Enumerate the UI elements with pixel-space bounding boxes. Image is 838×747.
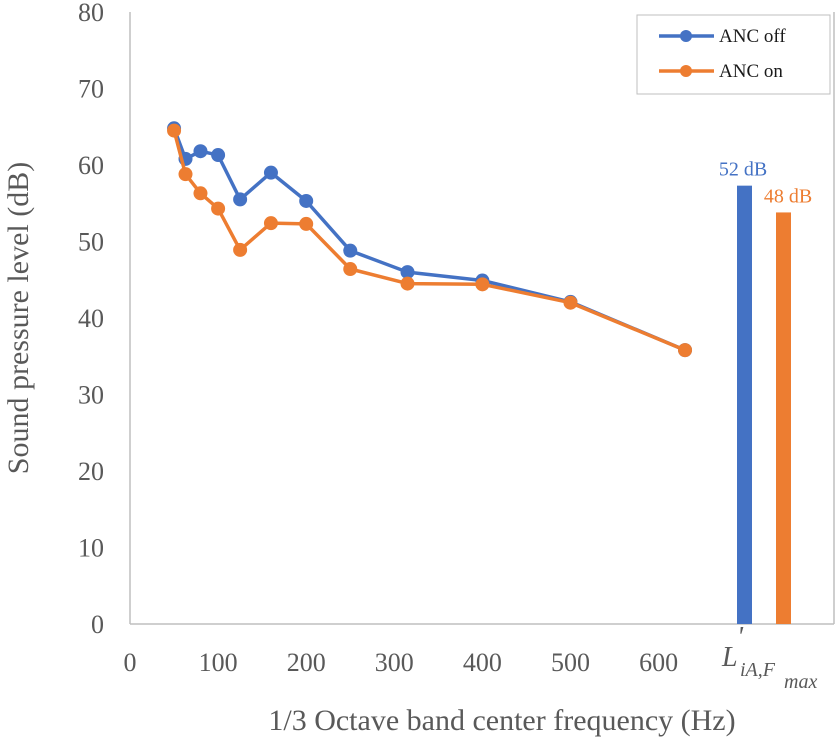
series-layer xyxy=(167,121,693,358)
data-point xyxy=(263,216,278,231)
y-tick-label: 60 xyxy=(78,151,104,180)
data-point xyxy=(400,265,415,280)
overall-bar xyxy=(737,185,752,624)
y-tick-label: 10 xyxy=(78,534,104,563)
y-tick-label: 0 xyxy=(91,610,104,639)
legend-label-anc-off: ANC off xyxy=(719,26,786,47)
data-point xyxy=(263,165,278,180)
y-axis-title: Sound pressure level (dB) xyxy=(2,162,35,474)
y-tick-label: 40 xyxy=(78,304,104,333)
data-point xyxy=(211,201,226,216)
legend-marker-anc-on xyxy=(680,65,692,77)
x-tick-label: 200 xyxy=(287,648,326,677)
overall-level-prime: ' xyxy=(737,622,744,653)
data-point xyxy=(193,144,208,159)
data-point xyxy=(343,262,358,277)
x-tick-label: 0 xyxy=(124,648,137,677)
data-point xyxy=(167,123,182,138)
data-point xyxy=(299,193,314,208)
overall-level-bars: 52 dB 48 dB xyxy=(719,159,812,624)
overall-level-symbol: L xyxy=(721,642,738,673)
legend: ANC off ANC on xyxy=(636,14,831,95)
data-point xyxy=(563,295,578,310)
x-tick-label: 500 xyxy=(551,648,590,677)
series-anc-on xyxy=(167,123,693,358)
y-tick-label: 50 xyxy=(78,228,104,257)
legend-marker-anc-off xyxy=(680,30,692,42)
x-tick-label: 100 xyxy=(199,648,238,677)
data-point xyxy=(193,186,208,201)
x-axis-title: 1/3 Octave band center frequency (Hz) xyxy=(268,704,735,737)
x-tick-label: 600 xyxy=(639,648,678,677)
y-tick-label: 80 xyxy=(78,0,104,27)
overall-level-subscript: iA,F xyxy=(740,659,776,681)
overall-bar-label: 52 dB xyxy=(719,159,767,181)
overall-level-subsubscript: max xyxy=(784,671,817,693)
y-tick-label: 20 xyxy=(78,457,104,486)
data-point xyxy=(233,192,248,207)
overall-level-tick-label: L ' iA,F max xyxy=(721,622,817,693)
data-point xyxy=(475,277,490,292)
data-point xyxy=(211,148,226,163)
y-tick-label: 30 xyxy=(78,381,104,410)
x-tick-labels: 0 100 200 300 400 500 600 xyxy=(124,648,679,677)
x-tick-label: 300 xyxy=(375,648,414,677)
overall-bar xyxy=(776,212,791,624)
data-point xyxy=(343,243,358,258)
legend-box xyxy=(636,14,831,95)
data-point xyxy=(400,276,415,291)
y-tick-label: 70 xyxy=(78,75,104,104)
x-tick-label: 400 xyxy=(463,648,502,677)
data-point xyxy=(233,242,248,257)
data-point xyxy=(178,167,193,182)
y-tick-labels: 0 10 20 30 40 50 60 70 80 xyxy=(78,0,104,639)
data-point xyxy=(299,216,314,231)
legend-label-anc-on: ANC on xyxy=(719,61,783,82)
data-point xyxy=(678,343,693,358)
overall-bar-label: 48 dB xyxy=(764,185,812,207)
